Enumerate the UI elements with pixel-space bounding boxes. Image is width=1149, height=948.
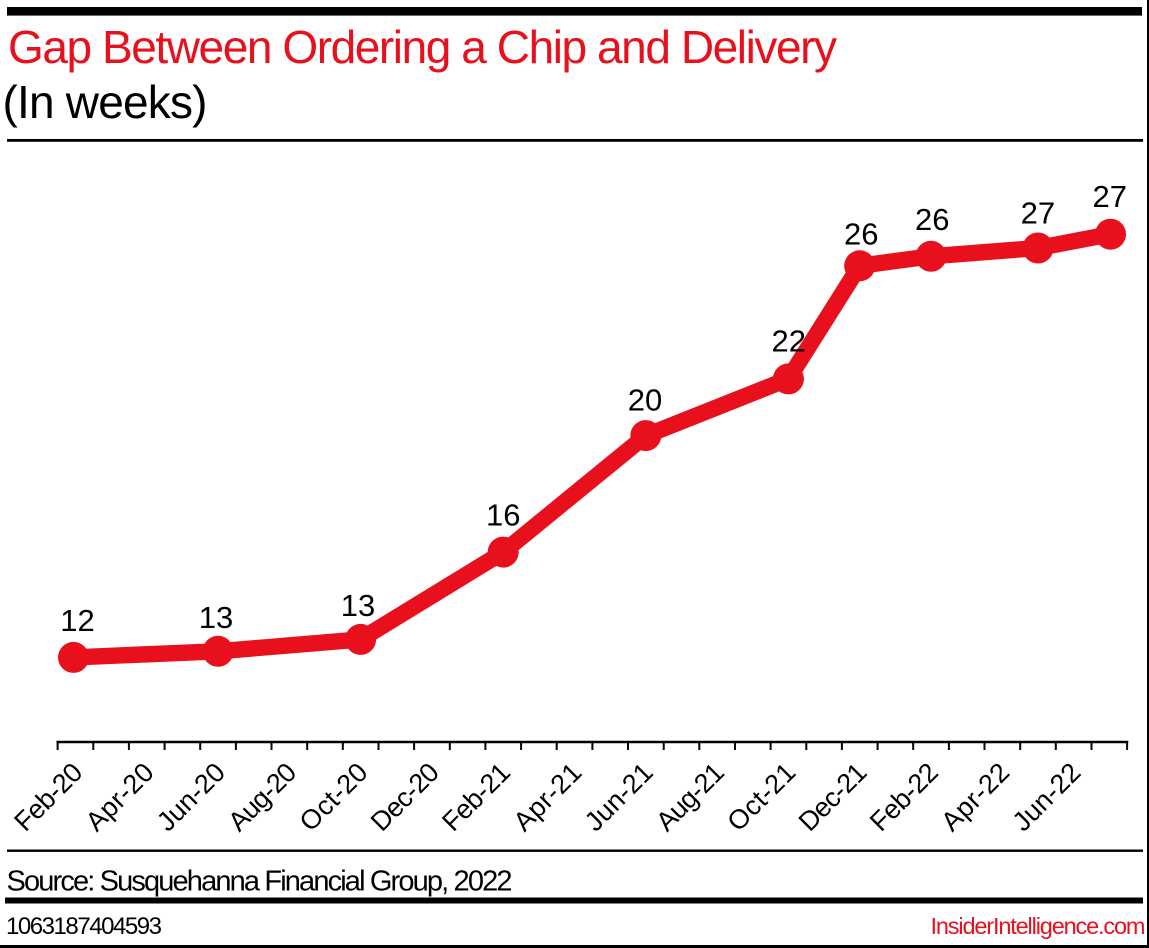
svg-text:Apr-22: Apr-22	[935, 757, 1015, 837]
svg-text:20: 20	[628, 383, 662, 418]
svg-text:Jun-21: Jun-21	[579, 757, 659, 837]
svg-text:Apr-21: Apr-21	[508, 757, 588, 837]
svg-text:Aug-20: Aug-20	[222, 757, 302, 837]
svg-text:12: 12	[60, 603, 94, 638]
svg-text:InsiderIntelligence.com: InsiderIntelligence.com	[931, 913, 1146, 939]
svg-text:Jun-20: Jun-20	[151, 757, 231, 837]
svg-text:22: 22	[771, 324, 805, 359]
svg-text:Gap Between Ordering a Chip an: Gap Between Ordering a Chip and Delivery	[8, 21, 837, 73]
svg-text:26: 26	[844, 217, 878, 252]
svg-text:Jun-22: Jun-22	[1007, 757, 1087, 837]
svg-text:Feb-21: Feb-21	[436, 757, 516, 837]
svg-text:27: 27	[1092, 179, 1126, 214]
svg-text:Feb-20: Feb-20	[8, 757, 88, 837]
svg-text:Oct-21: Oct-21	[721, 757, 801, 837]
svg-text:Dec-21: Dec-21	[793, 757, 873, 837]
svg-text:Feb-22: Feb-22	[864, 757, 944, 837]
svg-text:Aug-21: Aug-21	[650, 757, 730, 837]
svg-text:27: 27	[1021, 196, 1055, 231]
svg-text:Dec-20: Dec-20	[365, 757, 445, 837]
svg-text:16: 16	[486, 498, 520, 533]
svg-text:(In weeks): (In weeks)	[3, 76, 208, 128]
svg-text:1063187404593: 1063187404593	[6, 913, 162, 940]
svg-text:13: 13	[199, 600, 233, 635]
svg-text:Oct-20: Oct-20	[294, 757, 374, 837]
svg-text:Apr-20: Apr-20	[80, 757, 160, 837]
svg-text:13: 13	[341, 588, 375, 623]
svg-text:Source: Susquehanna Financial: Source: Susquehanna Financial Group, 202…	[7, 866, 513, 898]
svg-text:26: 26	[915, 202, 949, 237]
